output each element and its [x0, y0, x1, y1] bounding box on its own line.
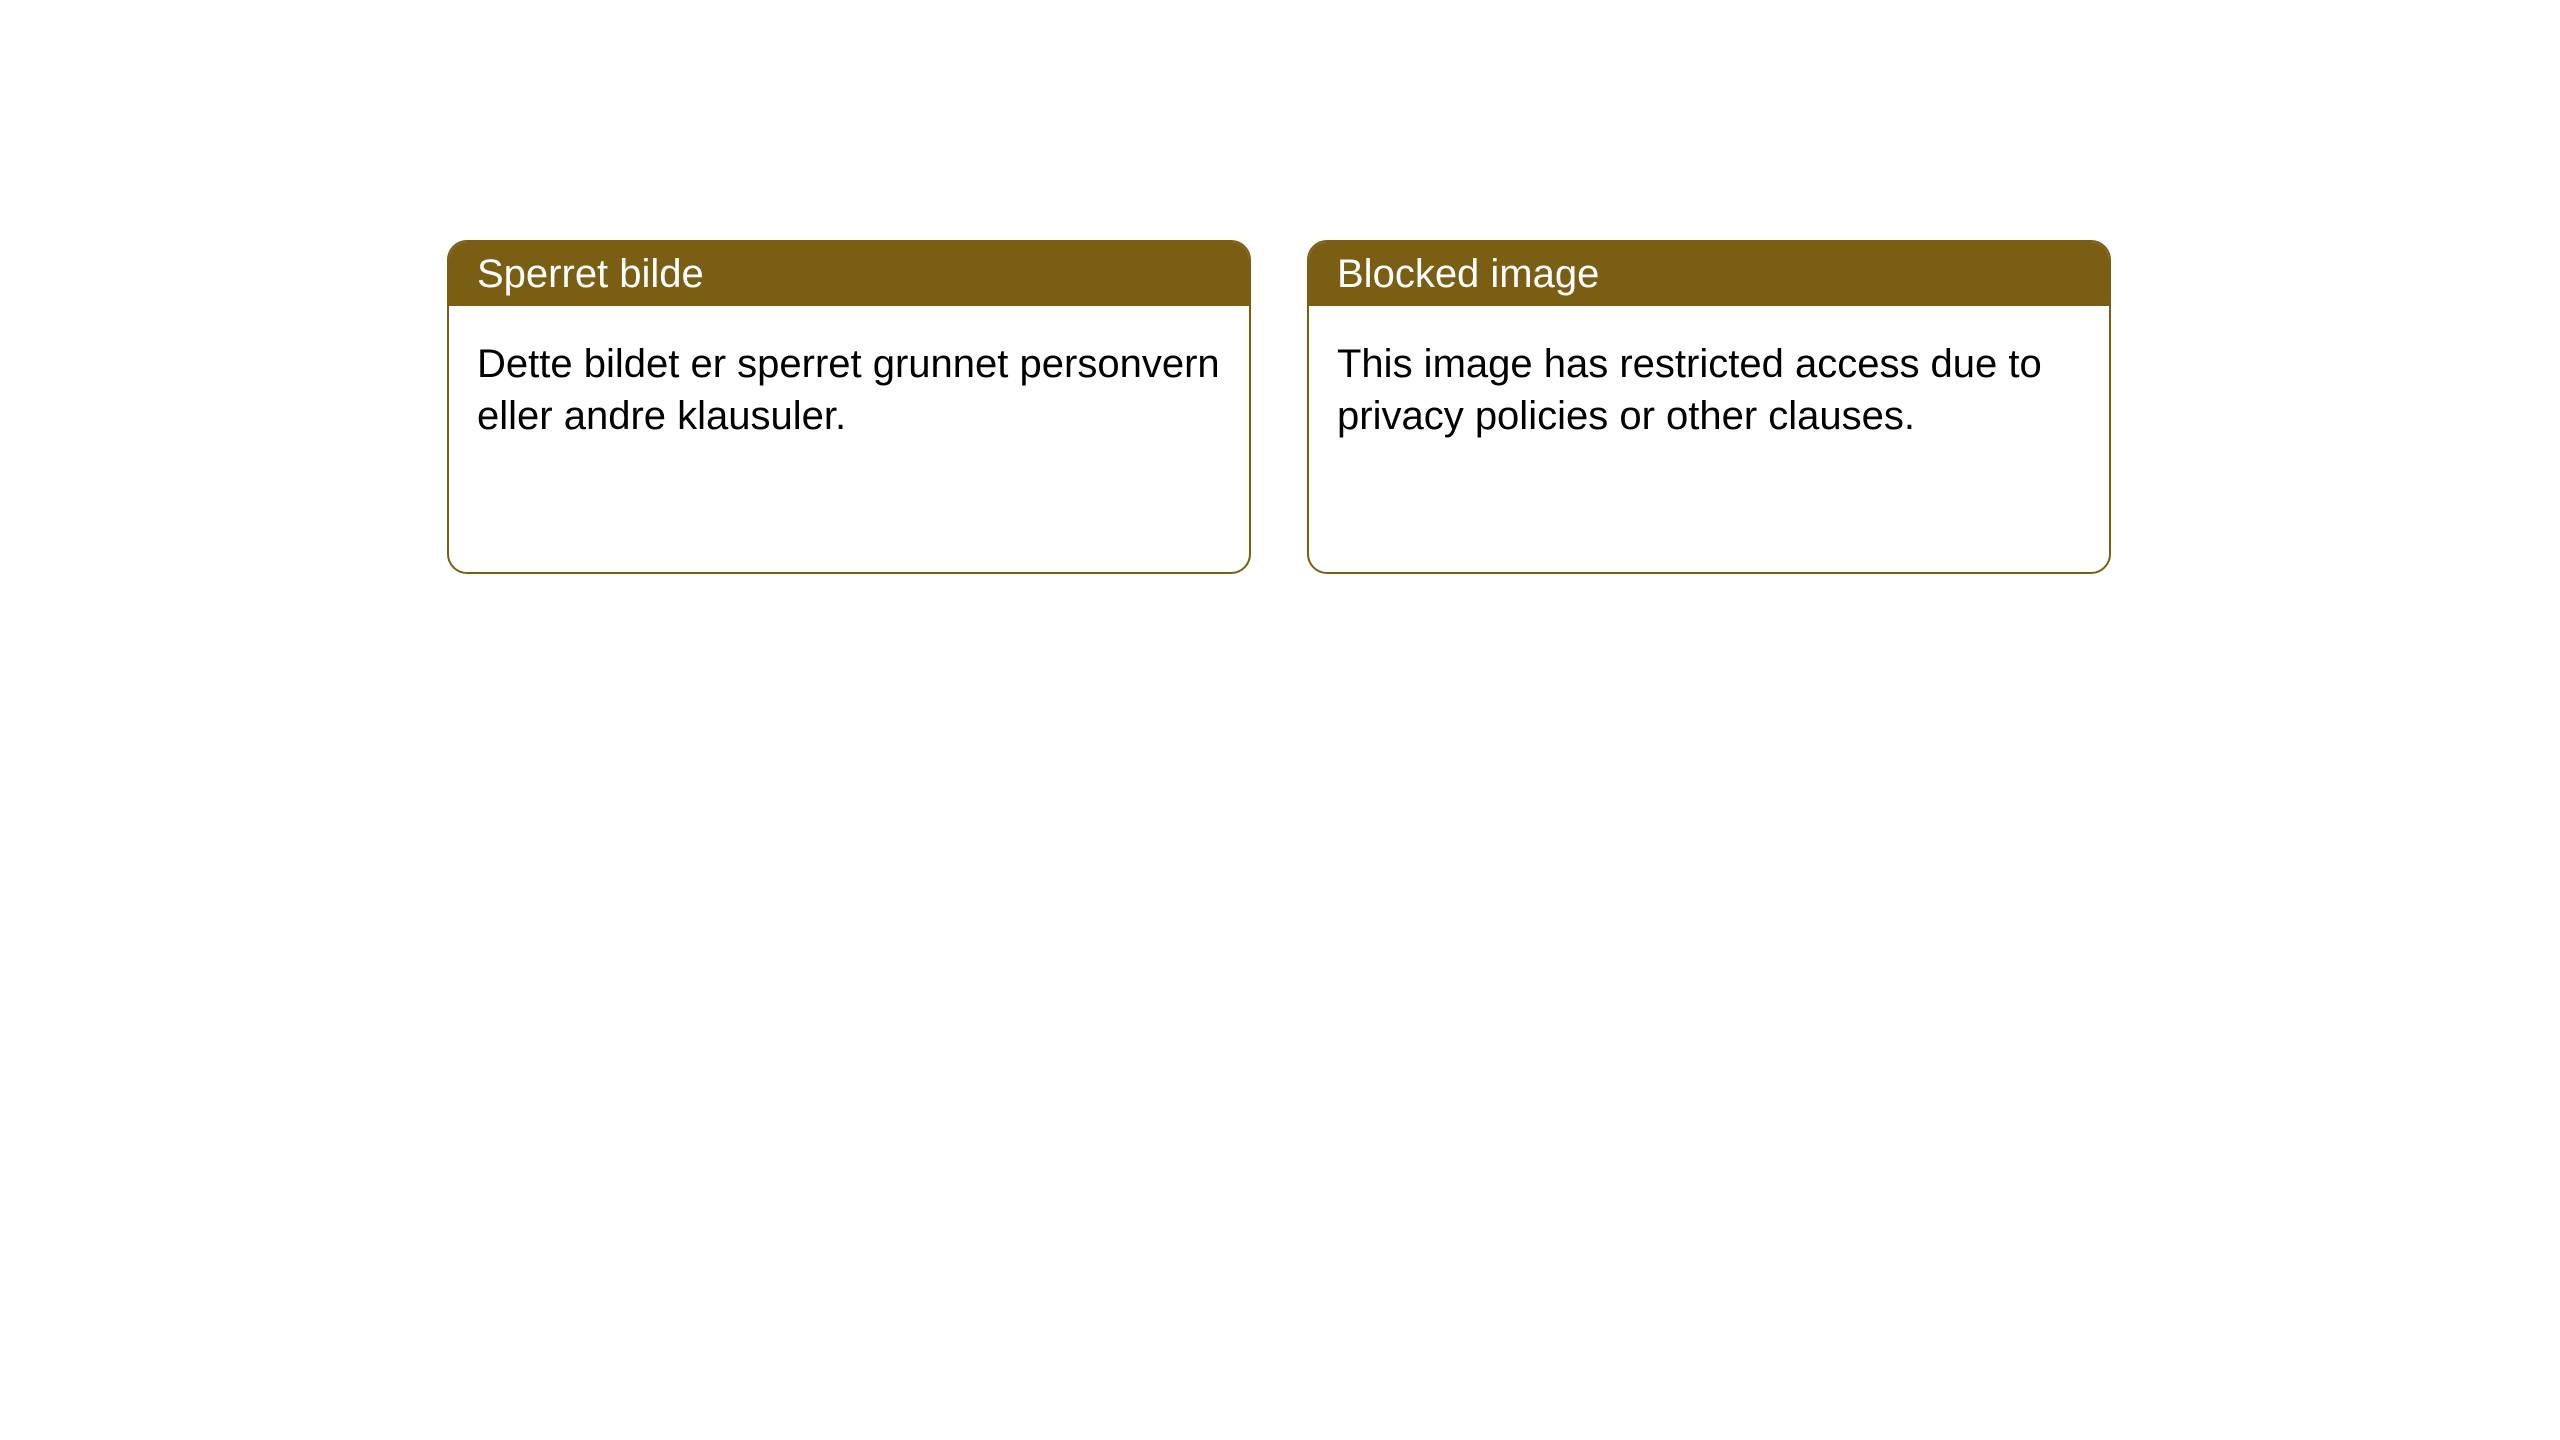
card-title: Blocked image: [1337, 252, 1599, 296]
blocked-image-card-no: Sperret bilde Dette bildet er sperret gr…: [447, 240, 1251, 574]
blocked-image-card-en: Blocked image This image has restricted …: [1307, 240, 2111, 574]
card-title: Sperret bilde: [477, 252, 704, 296]
card-body-text: Dette bildet er sperret grunnet personve…: [477, 342, 1220, 438]
card-header: Sperret bilde: [449, 242, 1249, 306]
card-container: Sperret bilde Dette bildet er sperret gr…: [0, 0, 2560, 574]
card-body-text: This image has restricted access due to …: [1337, 342, 2042, 438]
card-body: This image has restricted access due to …: [1309, 306, 2109, 474]
card-header: Blocked image: [1309, 242, 2109, 306]
card-body: Dette bildet er sperret grunnet personve…: [449, 306, 1249, 474]
